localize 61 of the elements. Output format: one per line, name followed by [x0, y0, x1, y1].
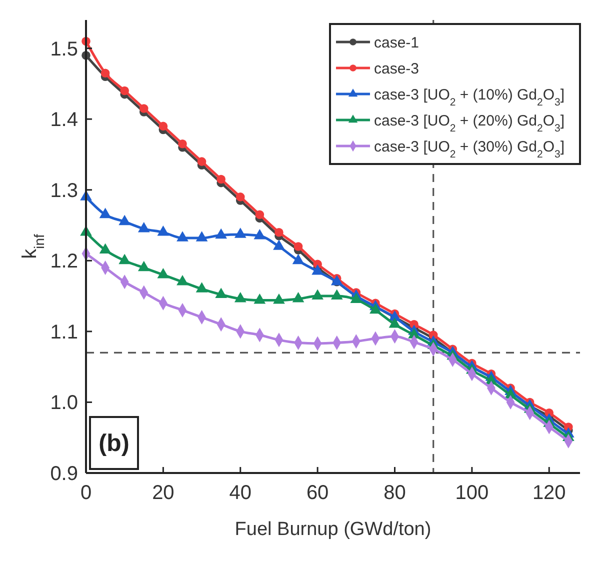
- point: [196, 231, 208, 242]
- point: [176, 275, 188, 286]
- legend-label: case-1: [374, 34, 420, 52]
- point: [178, 139, 187, 148]
- annotation: (b): [98, 430, 130, 457]
- point: [215, 228, 227, 239]
- x-tick-label: 60: [306, 482, 329, 504]
- point: [294, 242, 303, 251]
- point: [197, 157, 206, 166]
- point: [118, 214, 131, 226]
- legend-label: case-3 [UO$_{2}$ + (30%) Gd$_{2}$O$_{3}$]: [374, 138, 565, 160]
- point: [330, 275, 343, 286]
- point: [292, 254, 304, 264]
- point: [120, 86, 129, 96]
- point: [118, 254, 131, 264]
- point: [139, 104, 148, 113]
- point: [157, 226, 170, 236]
- point: [176, 231, 188, 242]
- x-tick-label: 120: [532, 482, 566, 504]
- point: [292, 292, 304, 302]
- point: [312, 264, 324, 275]
- point: [255, 210, 264, 220]
- point: [215, 288, 227, 298]
- point: [388, 318, 401, 328]
- point: [273, 293, 285, 304]
- point: [350, 292, 362, 304]
- y-tick-label: 1.1: [50, 321, 78, 344]
- point: [99, 208, 112, 218]
- point: [196, 282, 208, 292]
- point: [312, 289, 324, 300]
- x-axis-title: Fuel Burnup (GWd/ton): [234, 519, 432, 540]
- point: [158, 122, 168, 131]
- point: [274, 228, 284, 237]
- point: [254, 229, 266, 240]
- legend-label: case-3: [374, 60, 420, 78]
- y-tick-label: 0.9: [50, 463, 78, 485]
- point: [234, 292, 246, 302]
- point: [138, 260, 150, 272]
- x-tick-label: 40: [229, 482, 252, 504]
- point: [138, 222, 150, 232]
- y-tick-label: 1.5: [50, 38, 78, 60]
- point: [216, 174, 226, 184]
- point: [234, 228, 246, 238]
- point: [254, 293, 266, 304]
- legend-label: case-3 [UO$_{2}$ + (10%) Gd$_{2}$O$_{3}$]: [374, 86, 565, 108]
- point: [100, 68, 110, 78]
- x-tick-label: 20: [152, 482, 174, 504]
- y-tick-label: 1.4: [50, 109, 78, 132]
- y-tick-label: 1.2: [50, 250, 78, 273]
- point: [99, 243, 112, 254]
- y-tick-label: 1.0: [50, 392, 78, 414]
- x-tick-label: 80: [384, 482, 406, 504]
- point: [157, 268, 170, 278]
- x-tick-label: 0: [80, 482, 92, 504]
- y-tick-label: 1.3: [50, 180, 78, 202]
- point: [236, 192, 245, 202]
- point: [273, 240, 285, 250]
- point: [370, 303, 382, 314]
- x-tick-label: 100: [455, 482, 489, 504]
- legend-label: case-3 [UO$_{2}$ + (20%) Gd$_{2}$O$_{3}$]: [374, 112, 565, 134]
- point: [330, 289, 343, 300]
